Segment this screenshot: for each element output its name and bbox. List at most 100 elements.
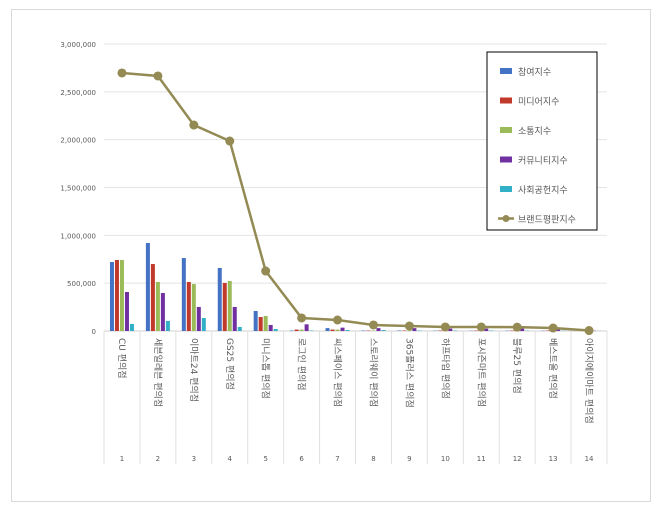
legend-swatch	[500, 127, 512, 133]
bar-참여지수	[325, 328, 330, 331]
y-tick-label: 2,000,000	[60, 137, 96, 145]
bar-참여지수	[181, 258, 186, 331]
bar-사회공헌지수	[273, 328, 278, 331]
bar-소통지수	[227, 280, 232, 331]
bar-미디어지수	[294, 329, 299, 331]
line-point	[153, 71, 163, 81]
bar-소통지수	[119, 260, 124, 331]
line-브랜드평판지수	[121, 71, 590, 332]
rank-label: 6	[299, 455, 304, 463]
line-point	[261, 266, 271, 276]
line-point	[476, 322, 486, 332]
category-label: 블루25 편의점	[511, 338, 523, 394]
bar-커뮤니티지수	[124, 291, 129, 331]
line-point	[297, 313, 307, 323]
legend-swatch	[500, 97, 512, 104]
legend-marker	[502, 215, 510, 222]
bar-사회공헌지수	[237, 326, 242, 331]
bar-커뮤니티지수	[340, 327, 345, 331]
legend-box	[486, 51, 598, 231]
bar-커뮤니티지수	[376, 328, 381, 331]
category-label: 세븐일레븐 편의점	[152, 338, 164, 407]
rank-label: 14	[585, 455, 594, 463]
bar-소통지수	[155, 282, 160, 331]
category-label: 아이지에이마트 편의점	[583, 338, 595, 424]
bar-커뮤니티지수	[196, 306, 201, 331]
bar-소통지수	[191, 284, 196, 331]
rank-label: 3	[192, 455, 196, 463]
legend-label: 커뮤니티지수	[518, 156, 568, 167]
bar-참여지수	[253, 311, 258, 331]
line-point	[333, 315, 343, 325]
bar-소통지수	[299, 329, 304, 331]
category-label: 스토리웨이 편의점	[367, 338, 379, 407]
bar-소통지수	[335, 329, 340, 331]
bar-사회공헌지수	[165, 320, 170, 331]
legend-swatch	[500, 156, 512, 163]
bar-커뮤니티지수	[484, 328, 489, 331]
legend-label: 사회공헌지수	[518, 185, 568, 196]
bar-커뮤니티지수	[448, 328, 453, 331]
y-tick-label: 1,000,000	[60, 232, 96, 240]
rank-label: 11	[477, 455, 486, 463]
legend-swatch	[500, 186, 512, 192]
y-tick-label: 2,500,000	[60, 89, 96, 97]
category-label: CU 편의점	[116, 338, 128, 379]
legend-label: 브랜드평판지수	[518, 215, 576, 226]
line-point	[404, 321, 414, 331]
legend-label: 참여지수	[518, 66, 551, 78]
rank-label: 2	[156, 455, 160, 463]
bar-커뮤니티지수	[304, 324, 309, 331]
line-point	[368, 320, 378, 330]
y-tick-label: 3,000,000	[60, 41, 96, 49]
rank-label: 7	[335, 455, 339, 463]
bar-커뮤니티지수	[160, 293, 165, 331]
rank-label: 8	[371, 455, 375, 463]
rank-label: 12	[513, 455, 522, 463]
rank-label: 1	[120, 455, 124, 463]
y-tick-label: 500,000	[67, 280, 96, 288]
bar-사회공헌지수	[345, 330, 350, 331]
bar-미디어지수	[186, 282, 191, 331]
rank-label: 4	[228, 455, 233, 463]
y-tick-label: 0	[92, 328, 96, 336]
line-point	[440, 322, 450, 332]
category-label: 365플러스 편의점	[403, 338, 415, 408]
bar-미디어지수	[330, 329, 335, 331]
bar-커뮤니티지수	[232, 306, 237, 331]
y-tick-label: 1,500,000	[60, 185, 96, 193]
bar-커뮤니티지수	[520, 328, 525, 331]
line-point	[512, 322, 522, 332]
bar-커뮤니티지수	[412, 328, 417, 331]
category-label: 씨스페이스 편의점	[332, 338, 344, 407]
bar-커뮤니티지수	[556, 329, 561, 331]
bar-참여지수	[109, 262, 114, 331]
bar-사회공헌지수	[129, 324, 134, 331]
line-point	[584, 326, 594, 336]
bar-커뮤니티지수	[268, 324, 273, 331]
legend-label: 소통지수	[518, 126, 551, 137]
category-label: 이마트24 편의점	[188, 338, 200, 402]
line-point	[117, 68, 127, 78]
legend-label: 미디어지수	[518, 97, 559, 108]
rank-label: 13	[549, 455, 558, 463]
category-label: GS25 편의점	[224, 338, 236, 390]
rank-label: 9	[407, 455, 411, 463]
line-point	[189, 120, 199, 130]
line-point	[225, 136, 235, 146]
bar-소통지수	[263, 315, 268, 331]
category-label: 포시즌마트 편의점	[475, 338, 487, 407]
category-label: 하프타임 편의점	[439, 338, 451, 399]
category-label: 미니스톱 편의점	[260, 338, 272, 399]
rank-label: 5	[263, 455, 267, 463]
bar-미디어지수	[258, 317, 263, 331]
bar-사회공헌지수	[201, 317, 206, 331]
rank-label: 10	[441, 455, 450, 463]
category-label: 베스트올 편의점	[547, 338, 559, 399]
category-label: 로그인 편의점	[296, 338, 308, 391]
bar-미디어지수	[114, 260, 119, 331]
bar-참여지수	[145, 242, 150, 331]
bar-미디어지수	[150, 264, 155, 331]
legend-swatch	[500, 68, 512, 74]
